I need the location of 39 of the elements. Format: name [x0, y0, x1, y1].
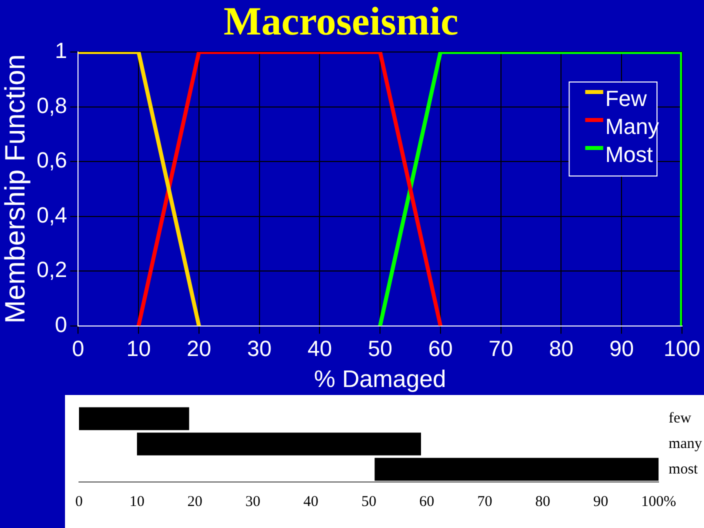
x-tick-label: 90	[593, 494, 608, 510]
x-axis-title: % Damaged	[314, 366, 446, 394]
y-tick-label: few	[668, 410, 692, 427]
x-tick-label: 50	[368, 336, 392, 362]
y-tick-label: most	[668, 461, 699, 478]
x-tick-label: 10	[126, 336, 151, 362]
bar	[79, 407, 190, 430]
x-tick-label: 80	[535, 494, 550, 510]
x-tick-label: 50	[361, 494, 376, 510]
y-tick-label: 0,6	[36, 148, 68, 173]
y-tick-label: many	[668, 436, 702, 452]
x-tick-label: 40	[303, 494, 318, 510]
x-tick-label: 30	[247, 336, 272, 362]
x-tick-label: 0	[75, 494, 83, 510]
y-axis-title: Membership Function	[0, 54, 31, 324]
y-tick-label: 0,2	[36, 257, 68, 282]
x-tick-label: 90	[609, 336, 634, 362]
x-tick-label: 70	[477, 494, 492, 510]
x-tick-label: 30	[245, 494, 260, 510]
x-tick-label: 20	[187, 494, 202, 510]
y-tick-label: 0,8	[36, 92, 68, 118]
x-tick-label: 80	[548, 336, 574, 362]
x-tick-label: 100%	[641, 494, 676, 510]
legend-label: Few	[605, 86, 647, 112]
x-tick-label: 60	[428, 336, 453, 362]
x-tick-label: 0	[72, 336, 84, 362]
x-tick-label: 10	[129, 494, 144, 510]
x-tick-label: 60	[419, 494, 434, 510]
y-tick-label: 0	[54, 312, 68, 337]
chart-title: Macroseismic	[224, 0, 458, 44]
y-tick-label: 1	[54, 38, 68, 64]
bar	[136, 432, 422, 456]
x-tick-label: 40	[307, 336, 332, 362]
x-tick-label: 70	[488, 336, 514, 362]
x-tick-label: 20	[186, 336, 212, 362]
bar	[374, 458, 659, 481]
y-tick-label: 0,4	[36, 202, 68, 228]
x-tick-label: 100	[664, 336, 700, 362]
legend-label: Most	[605, 142, 653, 168]
